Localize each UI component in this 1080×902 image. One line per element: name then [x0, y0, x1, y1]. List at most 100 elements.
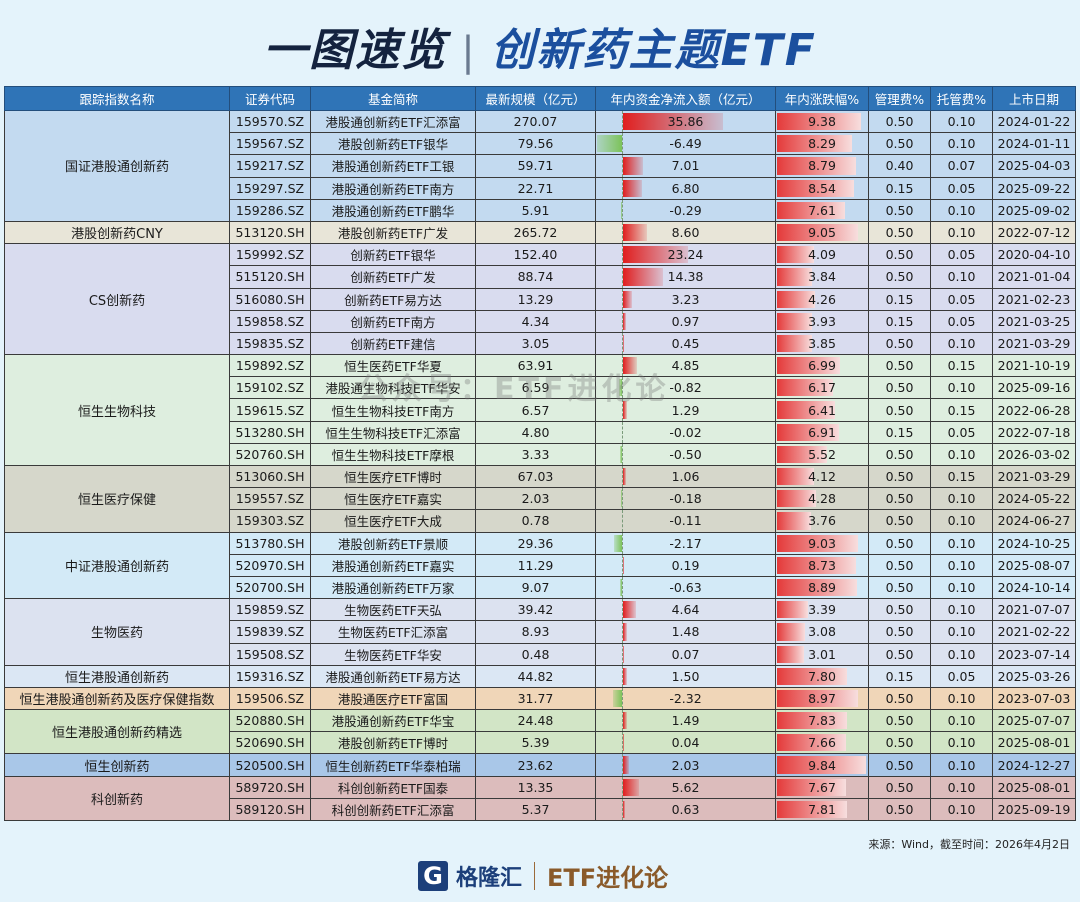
code-cell: 589720.SH — [229, 775, 311, 799]
net-flow-bar — [620, 445, 622, 463]
table-row: 520760.SH 恒生生物科技ETF摩根 3.33 -0.50 5.52 0.50 0.1… — [4, 442, 1076, 467]
custody-fee-cell: 0.10 — [930, 198, 993, 222]
code-cell: 159859.SZ — [229, 598, 311, 622]
fund-name-cell: 创新药ETF银华 — [310, 243, 476, 267]
ytd-return-bar — [777, 157, 857, 175]
code-cell: 159567.SZ — [229, 132, 311, 156]
code-cell: 520690.SH — [229, 731, 311, 755]
zero-line — [622, 732, 623, 753]
mgmt-fee-cell: 0.50 — [868, 686, 931, 711]
index-name-cell: 港股创新药CNY — [4, 220, 230, 245]
listing-date-cell: 2025-08-01 — [992, 731, 1076, 755]
custody-fee-cell: 0.10 — [930, 642, 993, 666]
custody-fee-cell: 0.05 — [930, 420, 993, 444]
zero-line — [622, 111, 623, 132]
fund-name-cell: 创新药ETF南方 — [310, 309, 476, 333]
net-flow-cell: -2.17 — [595, 531, 776, 555]
mgmt-fee-cell: 0.50 — [868, 753, 931, 777]
net-flow-cell: 2.03 — [595, 753, 776, 777]
ytd-return-cell: 4.28 — [775, 487, 869, 511]
ytd-return-bar — [777, 379, 833, 397]
net-flow-bar — [623, 778, 639, 796]
size-cell: 79.56 — [475, 132, 596, 156]
listing-date-cell: 2021-03-25 — [992, 309, 1076, 333]
size-cell: 3.05 — [475, 331, 596, 356]
code-cell: 159570.SZ — [229, 109, 311, 134]
mgmt-fee-cell: 0.50 — [868, 198, 931, 222]
custody-fee-cell: 0.10 — [930, 265, 993, 289]
fund-name-cell: 港股创新药ETF广发 — [310, 220, 476, 245]
size-cell: 270.07 — [475, 109, 596, 134]
fund-name-cell: 港股通创新药ETF工银 — [310, 154, 476, 178]
mgmt-fee-cell: 0.50 — [868, 531, 931, 555]
ytd-return-cell: 7.67 — [775, 775, 869, 799]
listing-date-cell: 2021-02-22 — [992, 620, 1076, 644]
ytd-return-cell: 4.12 — [775, 464, 869, 489]
mgmt-fee-cell: 0.50 — [868, 775, 931, 799]
ytd-return-bar — [777, 689, 858, 708]
custody-fee-cell: 0.10 — [930, 487, 993, 511]
size-cell: 88.74 — [475, 265, 596, 289]
size-cell: 3.33 — [475, 442, 596, 467]
listing-date-cell: 2024-06-27 — [992, 509, 1076, 533]
index-name-cell: 中证港股通创新药 — [4, 531, 230, 600]
size-cell: 13.29 — [475, 287, 596, 311]
custody-fee-cell: 0.15 — [930, 354, 993, 378]
code-cell: 513060.SH — [229, 464, 311, 489]
fund-name-cell: 恒生医疗ETF博时 — [310, 464, 476, 489]
size-cell: 152.40 — [475, 243, 596, 267]
code-cell: 520500.SH — [229, 753, 311, 777]
column-header: 证券代码 — [229, 86, 311, 111]
net-flow-bar — [623, 667, 628, 685]
size-cell: 8.93 — [475, 620, 596, 644]
net-flow-cell: -0.11 — [595, 509, 776, 533]
net-flow-cell: 7.01 — [595, 154, 776, 178]
net-flow-cell: 0.45 — [595, 331, 776, 356]
table-row: 515120.SH 创新药ETF广发 88.74 14.38 3.84 0.50 0.10 2… — [4, 265, 1076, 289]
ytd-return-cell: 3.01 — [775, 642, 869, 666]
size-cell: 31.77 — [475, 686, 596, 711]
mgmt-fee-cell: 0.15 — [868, 309, 931, 333]
size-cell: 9.07 — [475, 575, 596, 600]
mgmt-fee-cell: 0.50 — [868, 265, 931, 289]
listing-date-cell: 2025-04-03 — [992, 154, 1076, 178]
ytd-return-bar — [777, 556, 856, 574]
net-flow-bar — [623, 601, 636, 619]
listing-date-cell: 2021-03-29 — [992, 331, 1076, 356]
fund-name-cell: 港股通创新药ETF鹏华 — [310, 198, 476, 222]
net-flow-bar — [623, 113, 723, 131]
index-name-cell: 恒生生物科技 — [4, 354, 230, 466]
fund-name-cell: 科创创新药ETF汇添富 — [310, 797, 476, 822]
table-row: 恒生生物科技 159892.SZ 恒生医药ETF华夏 63.91 4.85 6.99 0.5… — [4, 354, 1076, 466]
page-title: 一图速览 | 创新药主题ETF — [263, 25, 817, 76]
table-row: 恒生港股通创新药及医疗保健指数 159506.SZ 港股通医疗ETF富国 31.77-… — [4, 686, 1076, 711]
column-header: 最新规模（亿元） — [475, 86, 596, 111]
zero-line — [622, 155, 623, 177]
net-flow-bar — [623, 312, 626, 330]
ytd-return-cell: 9.38 — [775, 109, 869, 134]
table-header: 跟踪指数名称 证券代码 基金简称 最新规模（亿元） 年内资金净流入额（亿元） 年内涨跌幅%… — [4, 86, 1076, 111]
code-cell: 589120.SH — [229, 797, 311, 822]
mgmt-fee-cell: 0.50 — [868, 553, 931, 577]
net-flow-cell: 0.04 — [595, 731, 776, 755]
index-name-cell: 国证港股通创新药 — [4, 110, 230, 222]
fund-name-cell: 恒生生物科技ETF汇添富 — [310, 420, 476, 444]
fund-name-cell: 港股创新药ETF景顺 — [310, 531, 476, 555]
custody-fee-cell: 0.15 — [930, 464, 993, 489]
zero-line — [622, 488, 623, 509]
ytd-return-cell: 6.91 — [775, 420, 869, 444]
ytd-return-bar — [777, 312, 813, 330]
net-flow-cell: 35.86 — [595, 109, 776, 134]
size-cell: 6.59 — [475, 376, 596, 400]
ytd-return-cell: 9.84 — [775, 753, 869, 777]
zero-line — [622, 555, 623, 576]
ytd-return-bar — [777, 334, 812, 353]
fund-name-cell: 生物医药ETF华安 — [310, 642, 476, 666]
mgmt-fee-cell: 0.50 — [868, 220, 931, 245]
code-cell: 159316.SZ — [229, 664, 311, 688]
ytd-return-bar — [777, 645, 805, 663]
size-cell: 44.82 — [475, 664, 596, 688]
fund-name-cell: 港股通创新药ETF易方达 — [310, 664, 476, 688]
ytd-return-cell: 9.05 — [775, 220, 869, 245]
mgmt-fee-cell: 0.50 — [868, 731, 931, 755]
